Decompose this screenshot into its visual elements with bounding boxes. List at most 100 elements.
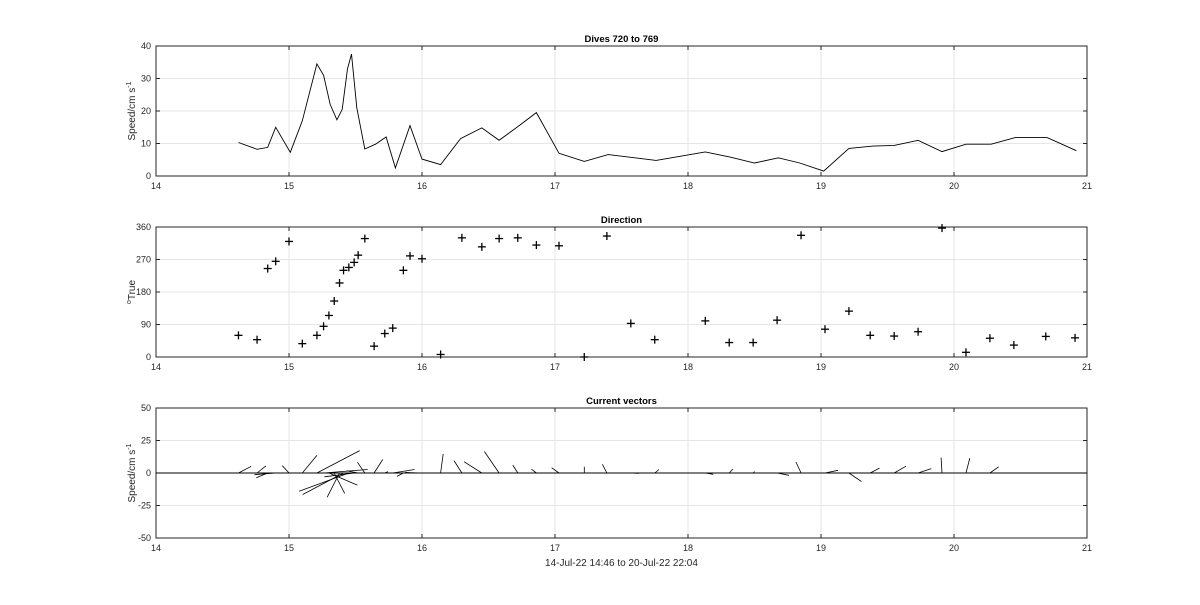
direction-point <box>399 266 408 275</box>
speed-xtick-label: 21 <box>1082 181 1092 191</box>
vectors-ylabel: Speed/cm s-1 <box>126 443 138 502</box>
current-vector <box>453 460 463 474</box>
current-vector <box>405 472 423 474</box>
current-vector <box>602 464 608 474</box>
direction-point <box>580 353 589 361</box>
speed-ticks: 14 15 16 17 18 19 20 21 0 10 20 30 40 <box>141 41 1092 191</box>
current-vector <box>282 465 290 474</box>
current-vector <box>531 468 537 474</box>
vectors-title: Current vectors <box>586 396 657 407</box>
current-vector <box>752 471 755 474</box>
direction-ytick-label: 270 <box>136 255 151 265</box>
vectors-panel: 14 15 16 17 18 19 20 21 -50 -25 0 25 50 Current vect… <box>126 396 1092 569</box>
vectors-xtick-label: 21 <box>1082 543 1092 553</box>
direction-point <box>350 258 359 267</box>
current-vector <box>373 459 384 474</box>
direction-ytick-label: 360 <box>136 222 151 232</box>
current-vector <box>346 470 359 474</box>
direction-xtick-label: 17 <box>550 362 560 372</box>
direction-point <box>1071 333 1080 342</box>
direction-point <box>234 331 243 340</box>
current-vector <box>777 472 790 476</box>
speed-xtick-label: 16 <box>417 181 427 191</box>
current-vector <box>728 468 734 474</box>
direction-ytick-label: 0 <box>146 352 151 362</box>
current-vector <box>384 471 389 474</box>
speed-ylabel-sup: -1 <box>126 81 133 87</box>
direction-xtick-label: 14 <box>151 362 161 372</box>
speed-ytick-label: 20 <box>141 106 151 116</box>
current-vector <box>654 469 660 474</box>
direction-point <box>457 233 466 242</box>
direction-panel: 14 15 16 17 18 19 20 21 0 90 180 270 360 Direction o… <box>126 215 1092 372</box>
direction-point <box>626 319 635 328</box>
direction-point <box>360 234 369 243</box>
current-vector <box>848 472 862 482</box>
speed-ytick-label: 10 <box>141 139 151 149</box>
vectors-ytick-label: -50 <box>138 533 151 543</box>
direction-ylabel-sup: o <box>126 300 133 304</box>
current-vector <box>302 472 344 495</box>
current-vector <box>238 465 252 474</box>
direction-ylabel: oTrue <box>126 280 138 305</box>
direction-title: Direction <box>601 215 642 226</box>
direction-point <box>406 251 415 260</box>
direction-point <box>844 307 853 316</box>
current-vector <box>298 472 349 492</box>
speed-panel: 14 15 16 17 18 19 20 21 0 10 20 30 40 Dives 720 to 7… <box>126 34 1092 191</box>
speed-ytick-label: 30 <box>141 74 151 84</box>
speed-series <box>238 53 1077 172</box>
direction-xtick-label: 18 <box>683 362 693 372</box>
current-vector <box>463 461 483 474</box>
vectors-ticks: 14 15 16 17 18 19 20 21 -50 -25 0 25 50 <box>138 403 1092 553</box>
direction-xtick-label: 20 <box>949 362 959 372</box>
direction-xtick-label: 16 <box>417 362 427 372</box>
vectors-xtick-label: 14 <box>151 543 161 553</box>
direction-point <box>985 334 994 343</box>
vectors-sticks <box>156 450 1087 498</box>
current-vector <box>323 469 368 474</box>
direction-point <box>554 241 563 250</box>
current-vector <box>392 469 415 474</box>
current-vector <box>940 457 943 474</box>
direction-ytick-label: 90 <box>141 320 151 330</box>
current-vector <box>440 453 444 474</box>
direction-point <box>1009 341 1018 350</box>
vectors-ytick-label: 50 <box>141 403 151 413</box>
direction-point <box>263 264 272 273</box>
vectors-xtick-label: 15 <box>284 543 294 553</box>
direction-point <box>725 338 734 347</box>
current-vector <box>551 467 560 474</box>
direction-point <box>324 311 333 320</box>
vectors-xtick-label: 18 <box>683 543 693 553</box>
vectors-xtick-label: 16 <box>417 543 427 553</box>
current-vector <box>705 472 714 475</box>
speed-title: Dives 720 to 769 <box>585 34 659 45</box>
speed-xtick-label: 14 <box>151 181 161 191</box>
direction-point <box>477 242 486 251</box>
speed-xtick-label: 17 <box>550 181 560 191</box>
vectors-xtick-label: 17 <box>550 543 560 553</box>
direction-xtick-label: 15 <box>284 362 294 372</box>
current-vector <box>795 461 802 474</box>
direction-point <box>380 329 389 338</box>
direction-point <box>344 263 353 272</box>
direction-point <box>938 224 947 233</box>
current-vector <box>484 451 500 474</box>
direction-ticks: 14 15 16 17 18 19 20 21 0 90 180 270 360 <box>136 222 1092 372</box>
current-vector <box>870 467 880 474</box>
current-vector <box>324 472 355 478</box>
current-vector <box>917 468 932 474</box>
speed-ytick-label: 40 <box>141 41 151 51</box>
speed-ylabel-text: Speed/cm s <box>127 88 138 141</box>
vectors-ylabel-sup: -1 <box>126 443 133 449</box>
direction-point <box>370 342 379 351</box>
speed-xtick-label: 18 <box>683 181 693 191</box>
direction-point <box>298 339 307 348</box>
speed-line <box>238 53 1077 172</box>
speed-xtick-label: 20 <box>949 181 959 191</box>
direction-point <box>319 322 328 331</box>
direction-point <box>749 338 758 347</box>
direction-ylabel-text: True <box>127 280 138 301</box>
